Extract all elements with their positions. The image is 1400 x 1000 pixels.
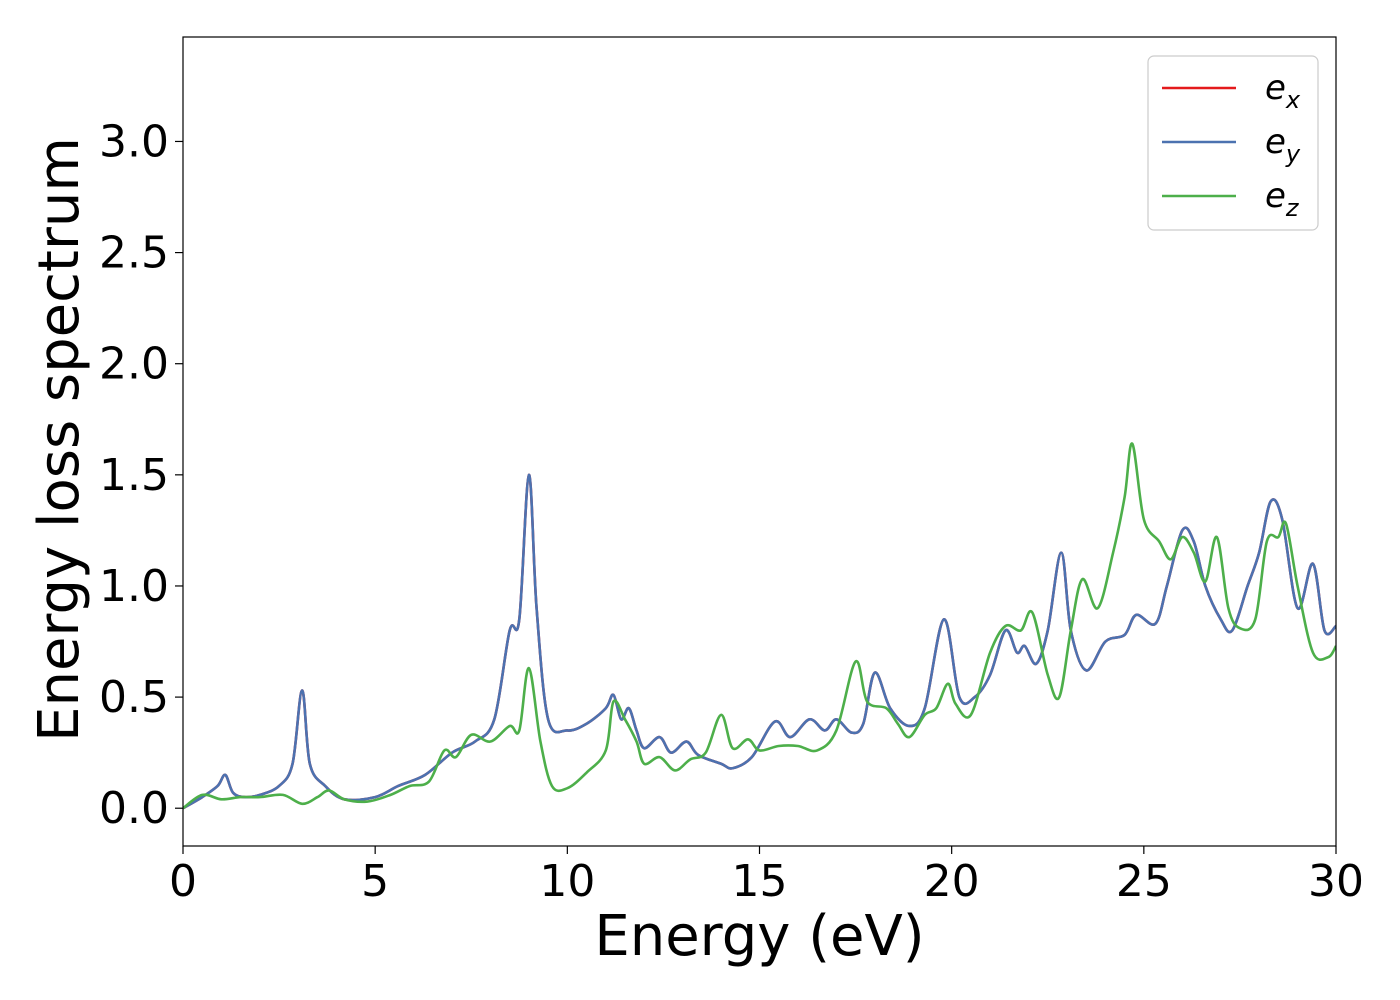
y-tick-label: 1.0 xyxy=(99,561,169,612)
y-tick-label: 1.5 xyxy=(99,450,169,501)
y-axis: 0.0 0.5 1.0 1.5 2.0 2.5 3.0 xyxy=(99,116,183,834)
y-tick-label: 3.0 xyxy=(99,116,169,167)
legend-label: ey xyxy=(1265,122,1301,168)
x-tick-label: 0 xyxy=(169,856,197,907)
legend: ex ey ez xyxy=(1147,55,1319,231)
x-tick-label: 10 xyxy=(539,856,595,907)
y-tick-label: 0.0 xyxy=(99,783,169,834)
y-tick-label: 2.5 xyxy=(99,228,169,279)
x-tick-label: 20 xyxy=(924,856,980,907)
x-tick-label: 30 xyxy=(1308,856,1364,907)
plot-lines xyxy=(183,442,1336,810)
y-tick-label: 0.5 xyxy=(99,672,169,723)
legend-label: ez xyxy=(1265,176,1300,222)
y-tick-label: 2.0 xyxy=(99,339,169,390)
y-axis-label: Energy loss spectrum xyxy=(27,137,92,742)
x-tick-label: 25 xyxy=(1116,856,1172,907)
x-axis: 0 5 10 15 20 25 30 xyxy=(169,846,1364,907)
series-line-e-y xyxy=(183,473,1336,810)
x-tick-label: 5 xyxy=(361,856,389,907)
x-axis-label: Energy (eV) xyxy=(594,904,924,969)
legend-label: ex xyxy=(1265,68,1301,114)
x-tick-label: 15 xyxy=(732,856,788,907)
series-line-e-z xyxy=(183,442,1336,810)
